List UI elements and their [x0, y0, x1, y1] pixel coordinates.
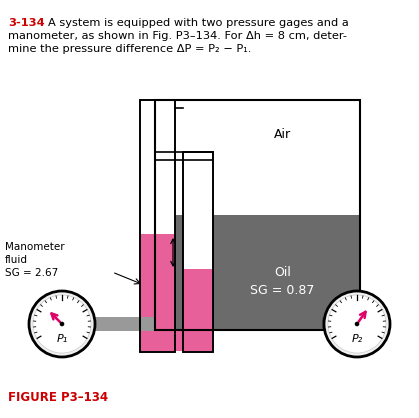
Bar: [155, 152, 213, 160]
Text: FIGURE P3–134: FIGURE P3–134: [8, 391, 108, 404]
Bar: [140, 100, 175, 352]
Text: Air: Air: [274, 128, 291, 142]
Bar: [184, 269, 212, 351]
Bar: [343, 318, 362, 330]
Text: P₁: P₁: [57, 334, 67, 344]
Text: A system is equipped with two pressure gages and a: A system is equipped with two pressure g…: [48, 18, 349, 28]
Bar: [141, 329, 212, 351]
Circle shape: [59, 322, 64, 326]
Bar: [155, 100, 360, 215]
Bar: [183, 152, 213, 352]
Bar: [183, 152, 213, 352]
Circle shape: [324, 291, 390, 357]
Circle shape: [29, 291, 95, 357]
Text: Δh: Δh: [158, 247, 172, 257]
Bar: [322, 317, 360, 331]
Bar: [175, 100, 183, 108]
Circle shape: [328, 295, 386, 353]
Circle shape: [33, 295, 91, 353]
Text: mine the pressure difference ΔP = P₂ − P₁.: mine the pressure difference ΔP = P₂ − P…: [8, 44, 251, 54]
Bar: [140, 100, 175, 352]
Text: Oil
SG = 0.87: Oil SG = 0.87: [250, 267, 315, 298]
Text: P₂: P₂: [352, 334, 362, 344]
Bar: [183, 152, 213, 352]
Bar: [155, 215, 360, 330]
Text: Manometer
fluid
SG = 2.67: Manometer fluid SG = 2.67: [5, 242, 65, 278]
Bar: [140, 100, 175, 352]
Text: manometer, as shown in Fig. P3–134. For Δh = 8 cm, deter-: manometer, as shown in Fig. P3–134. For …: [8, 31, 347, 41]
Bar: [95, 317, 155, 331]
Circle shape: [355, 322, 360, 326]
Bar: [155, 100, 360, 330]
Bar: [141, 234, 174, 351]
Text: 3-134: 3-134: [8, 18, 45, 28]
